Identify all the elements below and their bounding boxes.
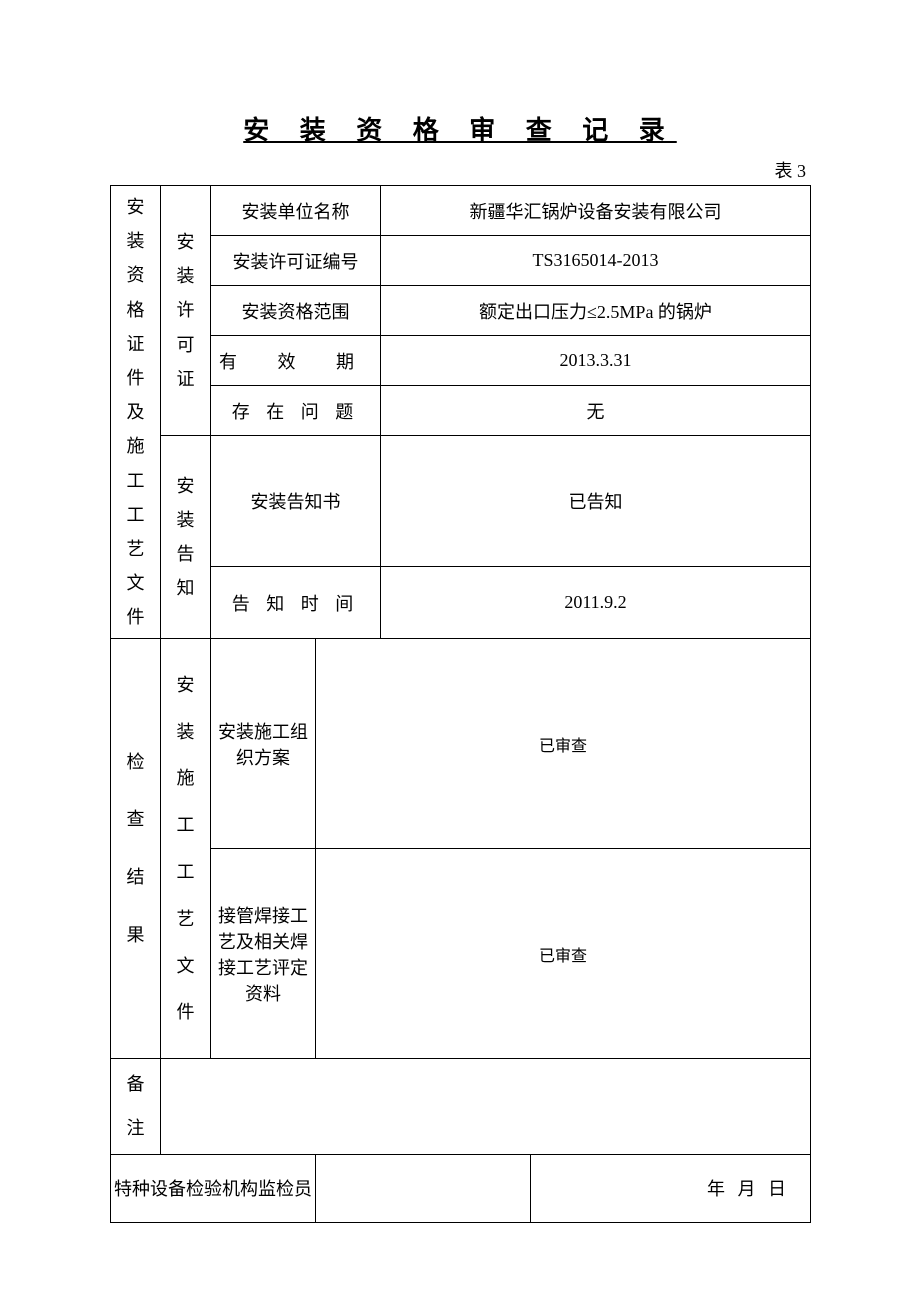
value-construction-plan: 已审查 xyxy=(316,639,811,849)
value-welding-process: 已审查 xyxy=(316,849,811,1059)
label-scope: 安装资格范围 xyxy=(211,286,381,336)
footer-inspector-label: 特种设备检验机构监检员 xyxy=(111,1154,316,1222)
main-table: 安装资格证件及施工工艺文件 安装许可证 安装单位名称 新疆华汇锅炉设备安装有限公… xyxy=(110,185,811,1223)
value-license-no: TS3165014-2013 xyxy=(381,236,811,286)
value-issues: 无 xyxy=(381,386,811,436)
label-welding-process: 接管焊接工艺及相关焊接工艺评定资料 xyxy=(211,849,316,1059)
label-license-no: 安装许可证编号 xyxy=(211,236,381,286)
label-unit-name: 安装单位名称 xyxy=(211,186,381,236)
label-notice: 安装告知书 xyxy=(211,436,381,567)
footer-date: 年 月 日 xyxy=(531,1154,811,1222)
label-validity: 有 效 期 xyxy=(211,336,381,386)
value-validity: 2013.3.31 xyxy=(381,336,811,386)
label-notice-time: 告 知 时 间 xyxy=(211,566,381,639)
table-number-label: 表 3 xyxy=(110,157,810,183)
section2-sub-header: 安装施工工艺文件 xyxy=(161,639,211,1059)
section1-sub2-header: 安装告知 xyxy=(161,436,211,639)
label-construction-plan: 安装施工组织方案 xyxy=(211,639,316,849)
value-notice: 已告知 xyxy=(381,436,811,567)
value-scope: 额定出口压力≤2.5MPa 的锅炉 xyxy=(381,286,811,336)
section2-header: 检查结果 xyxy=(111,639,161,1059)
section3-header: 备注 xyxy=(111,1059,161,1154)
section1-sub1-header: 安装许可证 xyxy=(161,186,211,436)
section1-header: 安装资格证件及施工工艺文件 xyxy=(111,186,161,639)
label-issues: 存 在 问 题 xyxy=(211,386,381,436)
footer-inspector-value xyxy=(316,1154,531,1222)
value-notice-time: 2011.9.2 xyxy=(381,566,811,639)
value-unit-name: 新疆华汇锅炉设备安装有限公司 xyxy=(381,186,811,236)
remarks-value xyxy=(161,1059,811,1154)
page-title: 安 装 资 格 审 查 记 录 xyxy=(110,110,810,147)
